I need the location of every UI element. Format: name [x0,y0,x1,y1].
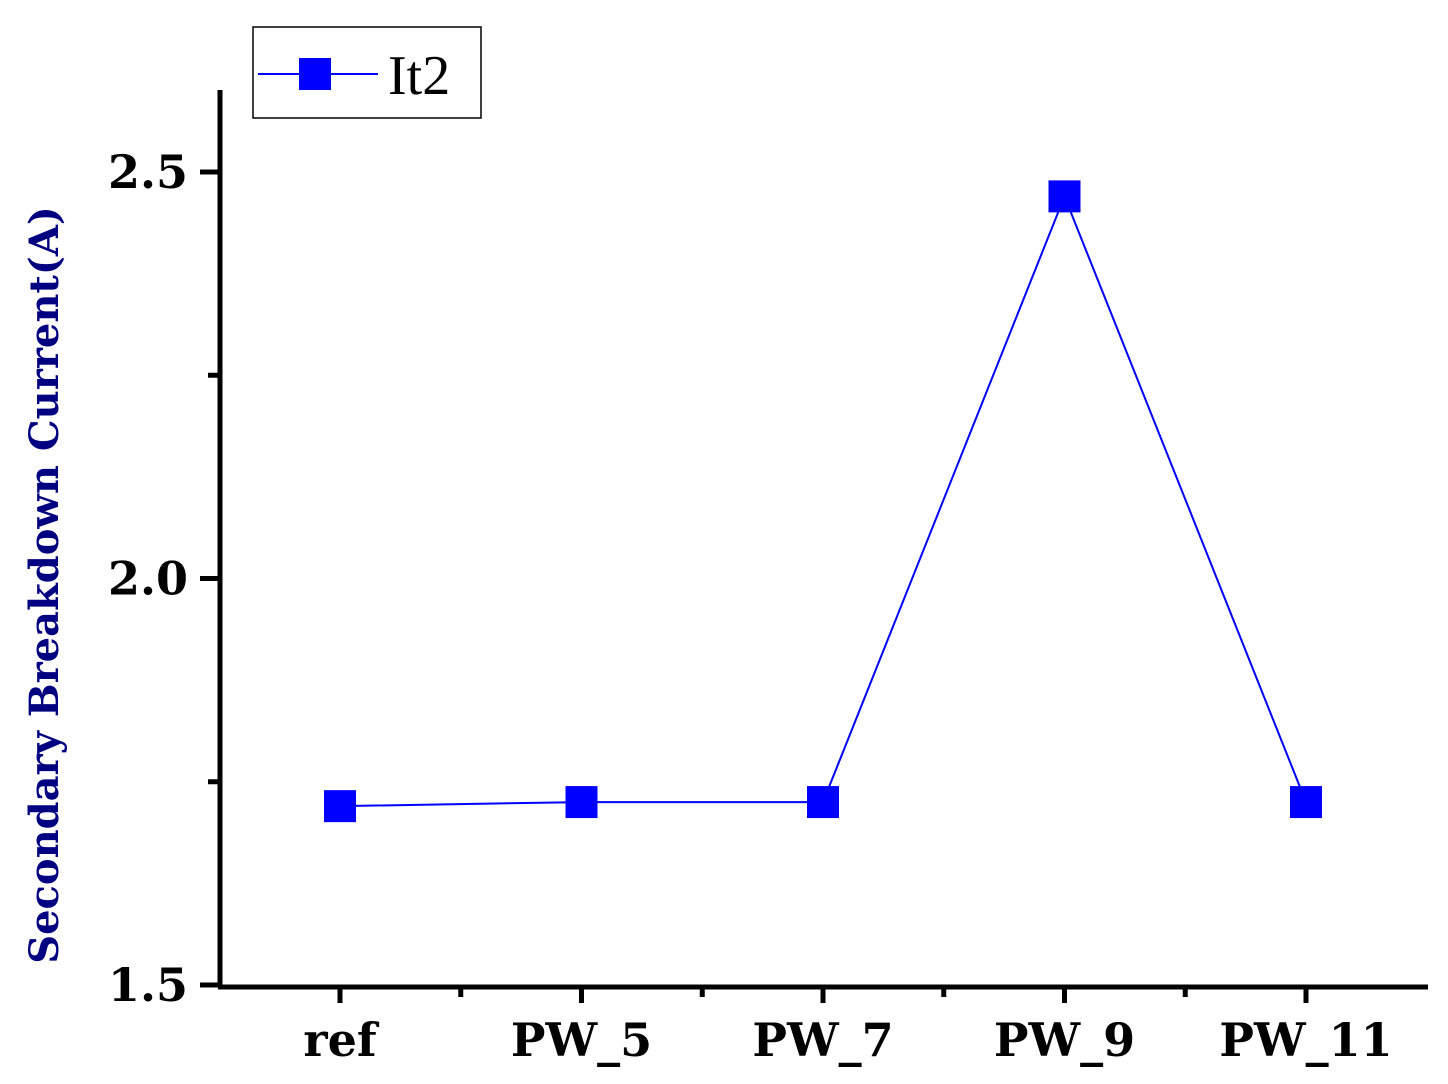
x-tick-label: PW_7 [752,1013,893,1067]
x-tick-label: PW_5 [511,1013,652,1067]
y-axis-ticks: 1.5 2.0 2.5 [108,145,220,1012]
data-point-marker [565,786,598,819]
y-tick-label: 2.5 [108,145,188,199]
x-tick-label: PW_9 [994,1013,1135,1067]
x-tick-label: PW_11 [1219,1013,1392,1067]
data-point-marker [1290,786,1322,819]
series-layer [324,180,1322,823]
y-axis-title: Secondary Breakdown Current(A) [21,206,68,964]
legend: It2 [252,26,482,119]
legend-marker [299,58,331,90]
data-point-marker [1048,180,1081,213]
legend-label-it2: It2 [388,45,450,107]
data-point-marker [807,786,839,819]
data-point-marker [324,790,356,823]
y-tick-label: 1.5 [108,958,188,1012]
x-axis-ticks: ref PW_5 PW_7 PW_9 PW_11 [303,987,1393,1067]
legend-box [252,26,482,119]
x-tick-label: ref [303,1013,380,1067]
y-tick-label: 2.0 [108,552,188,606]
series-line [339,193,1307,808]
